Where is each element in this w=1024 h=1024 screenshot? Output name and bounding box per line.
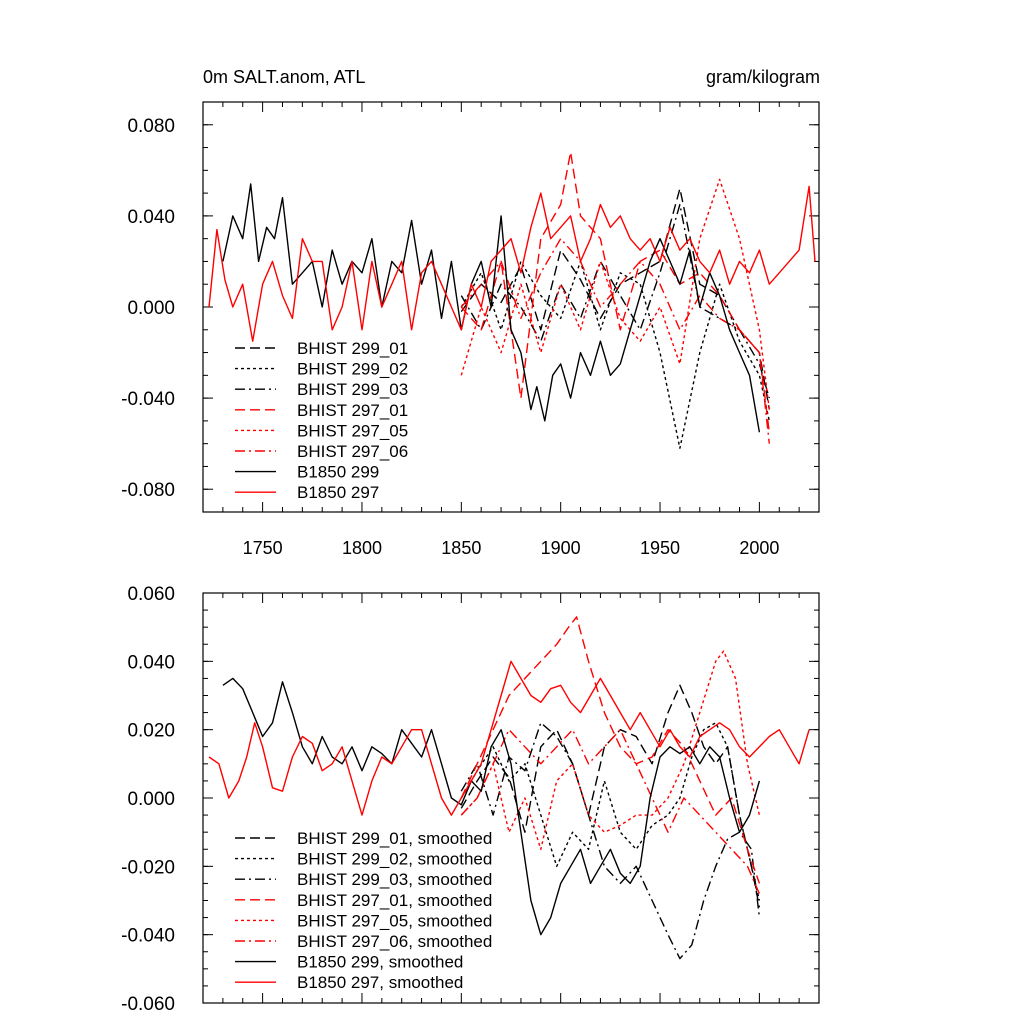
chart-title: 0m SALT.anom, ATL (203, 67, 365, 87)
legend-label: BHIST 299_03 (297, 380, 408, 399)
bottom-panel: -0.060 -0.040 -0.020 0.000 0.020 0.040 0.060 BH… (121, 584, 820, 1015)
legend-label: B1850 299 (297, 463, 379, 482)
legend-label: BHIST 299_01 (297, 339, 408, 358)
series-line-3 (460, 151, 770, 433)
y-tick-label: -0.080 (121, 480, 175, 501)
x-tick-label: 1800 (342, 538, 382, 558)
series-line-0 (460, 684, 761, 908)
y-tick-label: -0.040 (121, 389, 175, 410)
series-line-3 (460, 616, 761, 884)
legend-label: BHIST 297_05 (297, 421, 408, 440)
y-tick-label: 0.000 (127, 789, 175, 810)
plot-frame (202, 592, 820, 1004)
series-line-5 (460, 238, 770, 444)
legend-label: BHIST 299_02 (297, 360, 408, 379)
y-tick-label: 0.020 (127, 721, 175, 742)
y-tick-label: -0.040 (121, 926, 175, 947)
y-tick-label: 0.000 (127, 298, 175, 319)
legend-label: BHIST 299_02, smoothed (297, 850, 492, 869)
series-group (208, 616, 810, 960)
top-panel: 1750 1800 1850 1900 1950 2000 -0.080 -0.040 0.00… (121, 101, 820, 558)
x-tick-label: 1950 (640, 538, 680, 558)
x-tick-label: 1850 (441, 538, 481, 558)
series-line-7 (208, 660, 810, 816)
plot-frame (202, 101, 820, 513)
series-line-4 (460, 178, 770, 410)
legend-label: BHIST 297_01, smoothed (297, 891, 492, 910)
legend-label: B1850 299, smoothed (297, 953, 463, 972)
legend-label: BHIST 297_01 (297, 401, 408, 420)
legend-label: BHIST 297_06 (297, 442, 408, 461)
legend-label: BHIST 299_01, smoothed (297, 829, 492, 848)
legend-label: BHIST 297_05, smoothed (297, 911, 492, 930)
y-tick-label: -0.060 (121, 994, 175, 1015)
legend-label: B1850 297 (297, 483, 379, 502)
series-line-4 (460, 650, 761, 850)
legend-label: BHIST 297_06, smoothed (297, 932, 492, 951)
x-tick-label: 1900 (541, 538, 581, 558)
series-line-1 (460, 260, 770, 449)
y-tick-label: 0.040 (127, 207, 175, 228)
x-tick-label: 2000 (739, 538, 779, 558)
chart-units: gram/kilogram (706, 67, 820, 87)
x-tick-label: 1750 (243, 538, 283, 558)
series-line-2 (460, 722, 761, 960)
y-tick-label: 0.080 (127, 116, 175, 137)
y-tick-label: 0.040 (127, 652, 175, 673)
legend-label: B1850 297, smoothed (297, 973, 463, 992)
series-line-6 (222, 183, 761, 433)
y-tick-label: 0.060 (127, 584, 175, 605)
y-tick-label: -0.020 (121, 857, 175, 878)
series-line-7 (208, 185, 816, 342)
legend-label: BHIST 299_03, smoothed (297, 870, 492, 889)
series-group (208, 151, 816, 449)
series-line-6 (222, 677, 761, 936)
series-line-5 (460, 729, 761, 894)
series-line-1 (460, 722, 761, 901)
